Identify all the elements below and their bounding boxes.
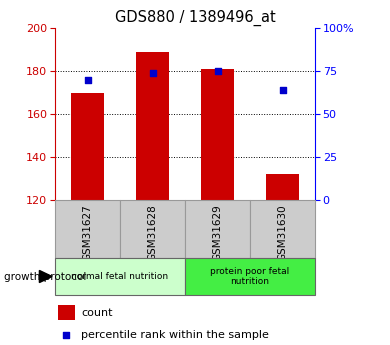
Bar	[58, 305, 74, 320]
Polygon shape	[39, 270, 52, 283]
Text: GSM31627: GSM31627	[83, 205, 92, 262]
Text: normal fetal nutrition: normal fetal nutrition	[71, 272, 168, 281]
Text: GDS880 / 1389496_at: GDS880 / 1389496_at	[115, 10, 275, 26]
Text: GSM31629: GSM31629	[213, 205, 223, 262]
Point	[215, 68, 221, 74]
Text: GSM31630: GSM31630	[278, 205, 287, 261]
Bar	[250, 200, 315, 258]
Point	[84, 77, 90, 82]
Bar	[55, 258, 185, 295]
Bar	[266, 174, 299, 200]
Point	[63, 332, 69, 338]
Bar	[201, 69, 234, 200]
Text: protein poor fetal
nutrition: protein poor fetal nutrition	[210, 267, 290, 286]
Point	[149, 70, 156, 76]
Bar	[185, 258, 315, 295]
Text: count: count	[81, 308, 112, 318]
Bar	[120, 200, 185, 258]
Text: GSM31628: GSM31628	[147, 205, 158, 262]
Text: growth protocol: growth protocol	[4, 272, 86, 282]
Text: percentile rank within the sample: percentile rank within the sample	[81, 330, 269, 340]
Point	[279, 88, 285, 93]
Bar	[136, 52, 169, 200]
Bar	[71, 92, 104, 200]
Bar	[55, 200, 120, 258]
Bar	[185, 200, 250, 258]
